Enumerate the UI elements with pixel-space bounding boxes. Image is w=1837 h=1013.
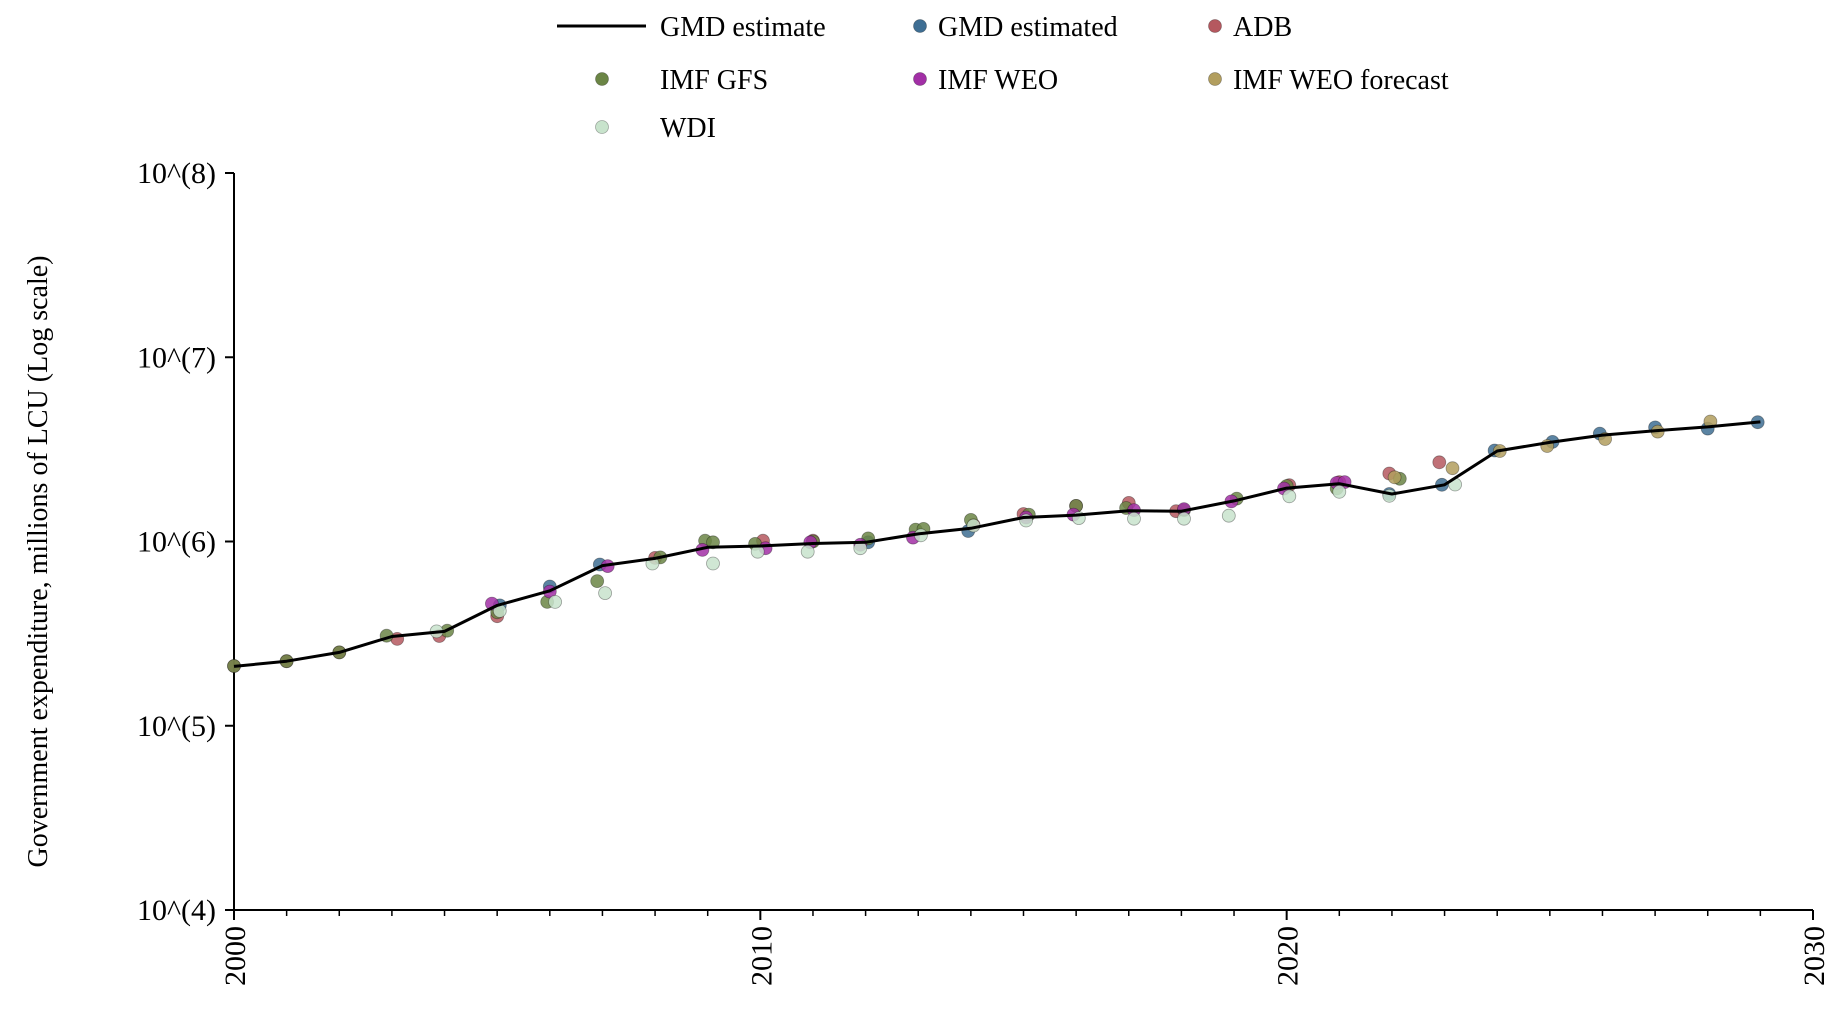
y-axis-title: Government expenditure, millions of LCU … [23,256,54,868]
legend-label: IMF WEO forecast [1233,65,1449,96]
data-point [800,544,815,559]
legend-marker-swatch [913,72,927,86]
legend-marker-swatch [913,19,927,33]
data-point [590,574,605,588]
legend-label: ADB [1233,12,1292,43]
legend-label: GMD estimate [660,12,826,43]
legend-marker-swatch [1208,19,1222,33]
legend-item: ADB [1208,12,1292,43]
legend-label: IMF WEO [938,65,1058,96]
data-point [1445,461,1460,476]
x-tick-label: 2020 [1272,926,1305,986]
x-tick-label: 2000 [219,926,252,986]
data-point [548,595,562,609]
series-wdi [429,477,1462,639]
x-tick-label: 2030 [1798,926,1831,986]
series-imf-weo [484,475,1352,611]
data-point [706,556,720,571]
legend-item: IMF WEO forecast [1208,65,1449,96]
legend-marker-swatch [1208,72,1222,86]
legend-item: GMD estimated [913,12,1118,43]
legend: GMD estimate GMD estimated ADB IMF GFS IMF W… [557,12,1449,144]
data-point [1177,511,1191,526]
data-point [1127,511,1141,526]
plot-area [227,414,1765,673]
y-tick-label: 10^(6) [137,526,216,559]
legend-label: GMD estimated [938,12,1118,43]
y-tick-label: 10^(7) [137,341,216,374]
data-point [1387,470,1402,485]
data-point [1282,489,1297,504]
legend-label: WDI [660,113,716,144]
data-point [598,586,612,600]
y-tick-label: 10^(8) [137,157,216,190]
legend-marker-swatch [595,120,609,134]
axes: 10^(4) 10^(5) 10^(6) 10^(7) 10^(8) 2000 2010 20… [23,157,1831,986]
series-adb [227,455,1447,673]
legend-item: IMF GFS [595,65,768,96]
data-point [1221,508,1236,523]
data-point [1432,455,1447,470]
series-gmd-estimate [233,420,1761,668]
y-tick-label: 10^(5) [137,710,216,743]
legend-item: WDI [595,113,716,144]
data-point [706,535,720,550]
series-line [233,420,1761,668]
y-tick-label: 10^(4) [137,894,216,927]
legend-marker-swatch [595,72,609,86]
data-point [1332,484,1347,499]
x-tick-label: 2010 [745,926,778,986]
series-imf-weo-forecast [1387,414,1718,485]
legend-item: GMD estimate [557,12,826,43]
legend-label: IMF GFS [660,65,768,96]
legend-item: IMF WEO [913,65,1058,96]
